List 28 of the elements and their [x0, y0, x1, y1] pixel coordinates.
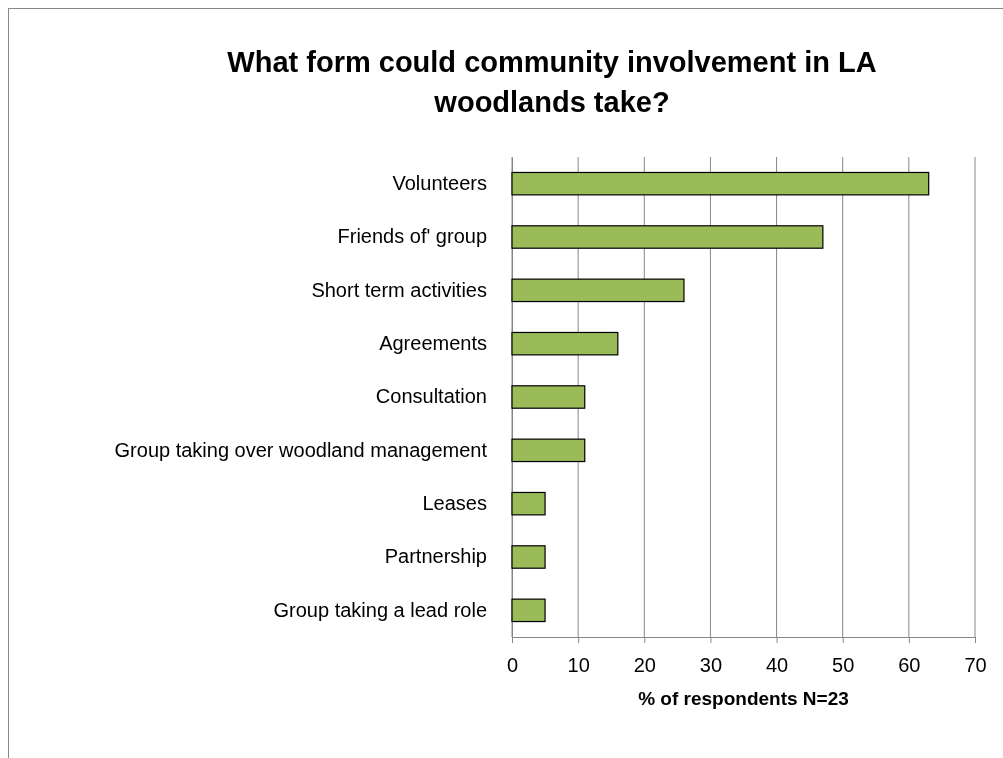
x-tick-label: 50: [832, 654, 855, 676]
bar: [511, 438, 586, 463]
bar: [511, 385, 586, 409]
bar: [511, 545, 546, 569]
y-tick-label: Leases: [422, 492, 487, 515]
y-tick-label: Volunteers: [392, 172, 487, 195]
x-tick-label: 10: [567, 654, 590, 676]
chart-title: What form could community involvement in LA woodlands take?: [227, 46, 877, 118]
x-axis-title: % of respondents N=23: [638, 688, 849, 709]
bar: [511, 491, 546, 516]
bar: [511, 598, 546, 623]
y-tick-label: Consultation: [375, 385, 487, 408]
bar: [511, 225, 824, 249]
y-tick-label: Group taking a lead role: [273, 598, 487, 621]
x-tick-label: 20: [633, 654, 656, 676]
bar: [511, 331, 619, 356]
x-tick-label: 60: [898, 654, 921, 676]
bar: [511, 171, 930, 196]
x-tick-label: 0: [506, 654, 519, 676]
x-tick-label: 30: [699, 654, 723, 676]
y-tick-label: Agreements: [379, 332, 487, 355]
y-tick-label: Short term activities: [311, 278, 487, 301]
bar: [511, 278, 685, 303]
x-tick-label: 70: [964, 654, 987, 676]
y-tick-label: Group taking over woodland management: [114, 438, 488, 461]
x-tick-label: 40: [765, 654, 789, 676]
y-tick-label: Friends of' group: [337, 225, 487, 248]
y-tick-label: Partnership: [384, 545, 487, 568]
